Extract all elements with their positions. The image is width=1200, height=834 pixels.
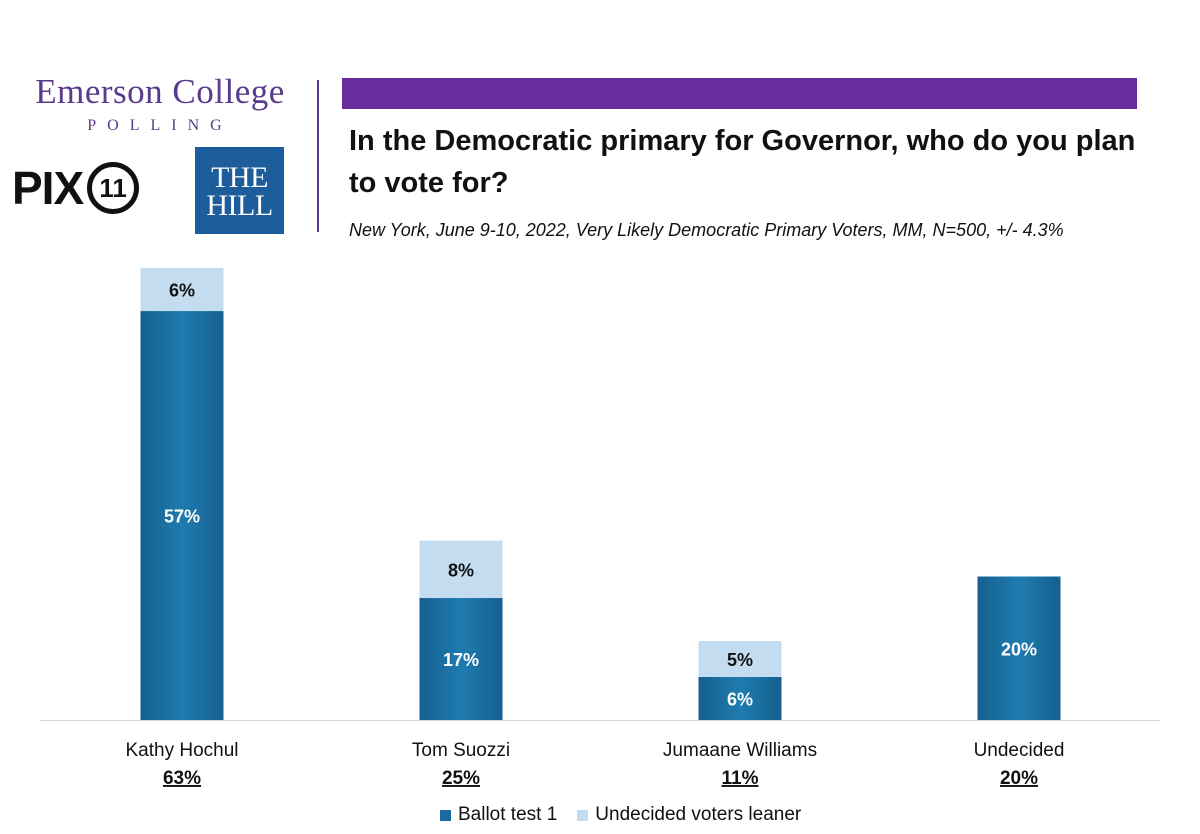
bar-label-leaner-2: 5% [727, 650, 753, 670]
chart-legend: Ballot test 1 Undecided voters leaner [440, 804, 821, 826]
chart-title: In the Democratic primary for Governor, … [349, 125, 1136, 199]
bar-leaner-1 [419, 540, 503, 599]
category-label-1: Tom Suozzi [412, 740, 510, 761]
bar-label-leaner-0: 6% [169, 281, 195, 301]
hill-logo-line2: HILL [206, 189, 273, 222]
emerson-logo-line1: Emerson College [35, 72, 285, 111]
bar-leaner-0 [140, 268, 224, 312]
chart-subtitle: New York, June 9-10, 2022, Very Likely D… [349, 220, 1064, 240]
legend-swatch-ballot [440, 809, 451, 821]
pix-logo-number: 11 [87, 162, 140, 214]
bar-ballot-0 [140, 311, 224, 720]
legend-label-leaner: Undecided voters leaner [595, 804, 802, 825]
bar-ballot-3 [977, 576, 1061, 720]
bar-label-ballot-2: 6% [727, 689, 753, 709]
category-label-0: Kathy Hochul [125, 740, 238, 761]
bar-label-ballot-1: 17% [443, 650, 479, 670]
emerson-college-polling-logo: Emerson College POLLING [22, 72, 298, 138]
bar-label-ballot-3: 20% [1001, 639, 1037, 659]
category-label-3: Undecided [974, 740, 1065, 761]
bar-label-ballot-0: 57% [164, 507, 200, 527]
legend-swatch-leaner [577, 809, 589, 821]
total-label-0: 63% [163, 768, 201, 789]
legend-item-ballot: Ballot test 1 [440, 804, 557, 826]
the-hill-logo: THE HILL [195, 147, 284, 234]
pix-logo-text: PIX [12, 162, 84, 214]
bar-leaner-2 [698, 641, 782, 677]
pix11-logo: PIX 11 [12, 162, 140, 214]
emerson-logo-line2: POLLING [87, 117, 233, 134]
header-divider [317, 80, 319, 232]
bar-label-leaner-1: 8% [448, 560, 474, 580]
accent-bar [342, 78, 1137, 109]
legend-item-leaner: Undecided voters leaner [577, 804, 801, 826]
bar-ballot-2 [698, 676, 782, 720]
total-label-1: 25% [442, 768, 480, 789]
category-label-2: Jumaane Williams [663, 740, 817, 761]
total-label-3: 20% [1000, 768, 1038, 789]
hill-logo-line1: THE [211, 161, 268, 194]
total-label-2: 11% [722, 768, 759, 789]
legend-label-ballot: Ballot test 1 [458, 804, 558, 825]
bar-ballot-1 [419, 598, 503, 720]
